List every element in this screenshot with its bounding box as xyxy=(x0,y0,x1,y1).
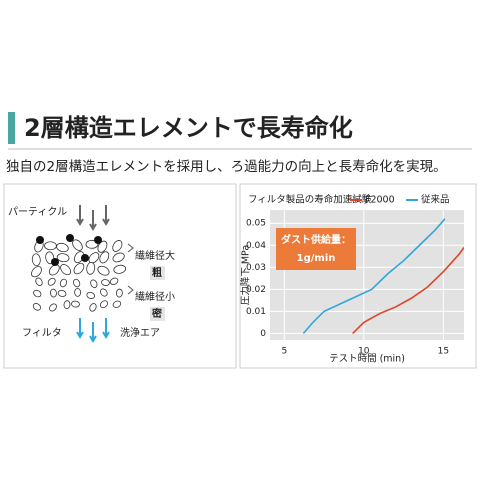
fiber xyxy=(56,242,69,253)
particle xyxy=(81,254,89,262)
fiber xyxy=(31,266,42,278)
fiber xyxy=(113,264,127,274)
particle-arrow xyxy=(76,205,84,226)
fiber xyxy=(57,289,67,297)
series-line xyxy=(352,246,464,334)
y-tick-label: 0 xyxy=(260,329,266,339)
particle-arrow xyxy=(89,210,97,231)
annotation-box xyxy=(276,228,356,270)
fiber xyxy=(63,300,71,310)
y-axis-label: 圧力降下 MPa xyxy=(240,245,252,305)
y-tick-label: 0.03 xyxy=(246,263,266,273)
fiber xyxy=(100,288,108,297)
chart-title: フィルタ製品の寿命加速試験 xyxy=(248,194,372,206)
dense-box xyxy=(150,307,165,321)
x-tick-label: 10 xyxy=(358,347,370,357)
fiber xyxy=(74,287,82,297)
air-arrow xyxy=(89,322,97,343)
fiber xyxy=(86,261,96,275)
fiber xyxy=(99,300,108,309)
series-line xyxy=(302,218,446,334)
brackets xyxy=(127,243,134,295)
fiber xyxy=(49,303,57,312)
particle-label: パーティクル xyxy=(8,206,67,218)
dense-label: 密 xyxy=(152,307,162,320)
diagram-panel xyxy=(3,183,237,369)
fiber xyxy=(33,289,42,298)
x-axis-label: テスト時間 (min) xyxy=(329,354,405,365)
fiber xyxy=(60,264,72,276)
fiber xyxy=(109,277,119,285)
fiber xyxy=(112,252,125,263)
fine-fiber-label: 繊維径小 xyxy=(135,290,175,303)
particle xyxy=(66,234,74,242)
fiber xyxy=(90,279,98,288)
particle xyxy=(36,236,44,244)
coarse-box xyxy=(150,266,165,280)
y-tick-label: 0.01 xyxy=(246,307,266,317)
fiber xyxy=(97,265,110,276)
fiber xyxy=(48,264,60,276)
y-tick-label: 0.02 xyxy=(246,285,266,295)
filter-label: フィルタ xyxy=(22,327,62,339)
air-arrow xyxy=(102,318,110,339)
y-tick-label: 0.05 xyxy=(246,219,266,229)
diagram: パーティクル 繊維径大 粗 繊維径小 密 フィルタ 洗浄エア xyxy=(8,205,175,343)
fiber xyxy=(86,292,96,299)
fiber xyxy=(35,277,43,286)
title: 2層構造エレメントで長寿命化 xyxy=(24,114,353,142)
legend-label: F2000 xyxy=(365,195,395,206)
annotation: ダスト供給量： xyxy=(281,233,351,246)
fiber xyxy=(32,303,42,311)
fiber xyxy=(47,277,56,286)
fiber xyxy=(115,288,123,298)
fiber xyxy=(50,288,57,298)
fiber xyxy=(71,300,80,308)
fiber xyxy=(72,239,83,251)
annotation: 1g/min xyxy=(297,253,336,264)
y-tick-label: 0.04 xyxy=(246,241,266,251)
x-tick-label: 5 xyxy=(281,347,287,357)
particle xyxy=(94,236,102,244)
coarse-fiber-label: 繊維径大 xyxy=(135,249,175,262)
fiber xyxy=(44,241,57,251)
fiber xyxy=(112,300,122,308)
fiber xyxy=(59,278,68,288)
legend-label: 従来品 xyxy=(421,194,450,206)
fiber xyxy=(89,303,97,312)
x-tick-label: 15 xyxy=(438,347,449,357)
coarse-label: 粗 xyxy=(152,266,162,279)
fiber xyxy=(112,240,123,252)
particle-arrow xyxy=(102,205,110,226)
fiber xyxy=(97,240,108,253)
fiber xyxy=(101,279,110,286)
fiber xyxy=(73,278,81,288)
fiber xyxy=(73,262,85,275)
air-arrow xyxy=(76,318,84,339)
fiber xyxy=(99,251,110,264)
title-bar xyxy=(8,112,15,144)
particle xyxy=(51,258,59,266)
cleaning-air-label: 洗浄エア xyxy=(120,326,160,339)
subtitle: 独自の2層構造エレメントを採用し、ろ過能力の向上と長寿命化を実現。 xyxy=(6,158,447,175)
fiber xyxy=(56,253,70,263)
fiber xyxy=(31,253,41,267)
